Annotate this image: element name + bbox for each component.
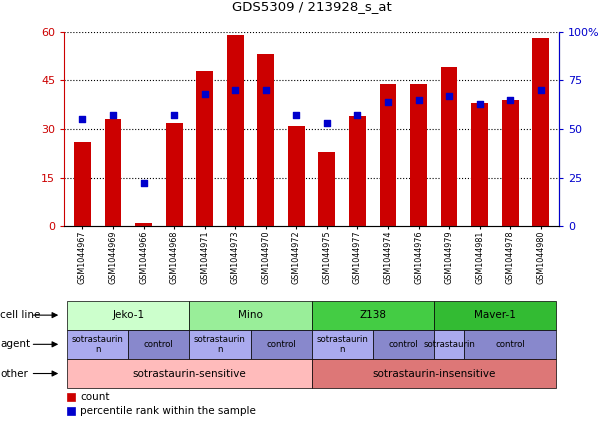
Text: control: control (389, 340, 418, 349)
Bar (434, 301, 556, 330)
Text: sotrastaurin-insensitive: sotrastaurin-insensitive (372, 368, 496, 379)
Point (169, 112, 179, 119)
Point (353, 112, 362, 119)
Bar (312, 330, 373, 359)
Bar (464, 330, 556, 359)
Bar (104, 119, 122, 226)
Text: other: other (0, 368, 28, 379)
Point (200, 91, 210, 97)
Bar (189, 330, 251, 359)
Bar (196, 71, 213, 226)
Point (291, 112, 301, 119)
Text: sotrastaurin
n: sotrastaurin n (316, 335, 368, 354)
Text: Maver-1: Maver-1 (474, 310, 516, 320)
Point (261, 87, 271, 93)
Bar (257, 55, 274, 226)
Text: sotrastaurin
n: sotrastaurin n (194, 335, 246, 354)
Text: control: control (266, 340, 296, 349)
Bar (410, 84, 427, 226)
Bar (74, 142, 91, 226)
Bar (379, 84, 397, 226)
Point (444, 93, 454, 99)
Text: count: count (80, 392, 109, 402)
Point (108, 112, 118, 119)
Bar (251, 330, 312, 359)
Text: Z138: Z138 (359, 310, 386, 320)
Point (505, 96, 515, 103)
Bar (434, 330, 464, 359)
Text: Jeko-1: Jeko-1 (112, 310, 144, 320)
Text: percentile rank within the sample: percentile rank within the sample (80, 406, 256, 416)
Point (383, 99, 393, 105)
Bar (67, 407, 75, 415)
Text: cell line: cell line (0, 310, 40, 320)
Bar (532, 38, 549, 226)
Text: sotrastaurin: sotrastaurin (423, 340, 475, 349)
Point (414, 96, 423, 103)
Bar (67, 330, 128, 359)
Bar (67, 393, 75, 401)
Bar (312, 359, 556, 388)
Text: control: control (496, 340, 525, 349)
Point (78, 116, 87, 123)
Point (139, 180, 148, 187)
Bar (349, 116, 366, 226)
Bar (318, 152, 335, 226)
Point (536, 87, 546, 93)
Bar (67, 359, 312, 388)
Bar (373, 330, 434, 359)
Point (230, 87, 240, 93)
Bar (67, 301, 189, 330)
Bar (471, 103, 488, 226)
Text: sotrastaurin-sensitive: sotrastaurin-sensitive (133, 368, 246, 379)
Bar (441, 67, 458, 226)
Text: agent: agent (0, 339, 30, 349)
Bar (227, 35, 244, 226)
Bar (502, 100, 519, 226)
Bar (189, 301, 312, 330)
Bar (288, 126, 305, 226)
Bar (128, 330, 189, 359)
Bar (135, 223, 152, 226)
Text: sotrastaurin
n: sotrastaurin n (72, 335, 123, 354)
Bar (166, 123, 183, 226)
Text: control: control (144, 340, 174, 349)
Point (475, 100, 485, 107)
Bar (312, 301, 434, 330)
Text: GDS5309 / 213928_s_at: GDS5309 / 213928_s_at (232, 0, 392, 13)
Point (322, 120, 332, 126)
Text: Mino: Mino (238, 310, 263, 320)
